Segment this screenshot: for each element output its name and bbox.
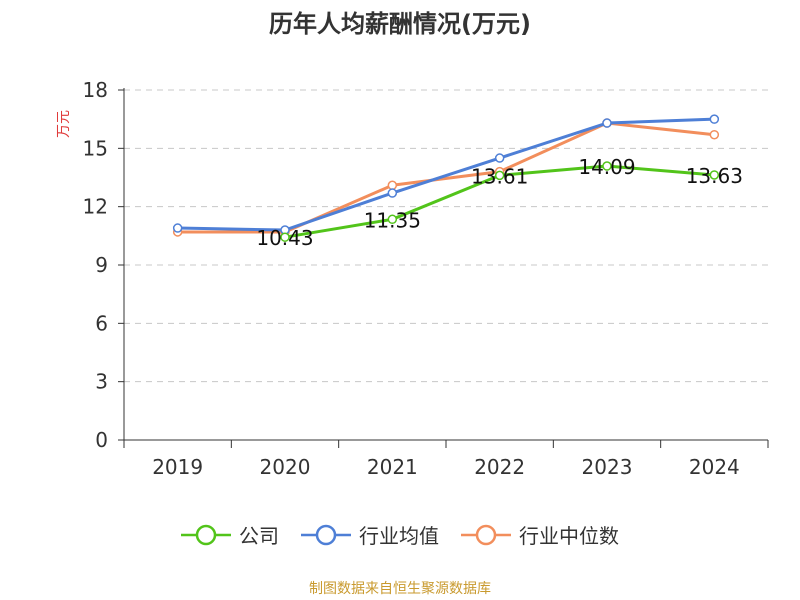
legend: 公司 行业均值 行业中位数 (0, 520, 800, 549)
y-tick-label: 6 (95, 311, 108, 335)
chart-title: 历年人均薪酬情况(万元) (269, 10, 531, 38)
data-point (709, 129, 720, 140)
data-point (387, 214, 398, 225)
x-tick-label: 2023 (582, 455, 633, 479)
data-point (602, 118, 612, 128)
legend-label: 行业中位数 (519, 524, 619, 548)
y-tick-label: 0 (95, 428, 108, 452)
x-tick-label: 2019 (152, 455, 203, 479)
series-line (177, 121, 715, 234)
data-labels: 10.43 11.35 13.61 14.09 13.63 (256, 155, 743, 250)
legend-line-circle-icon (301, 524, 351, 545)
axes: 0 3 6 9 12 15 18 2019 2020 2021 2022 2023 2024 (83, 78, 769, 479)
x-tick-label: 2021 (367, 455, 418, 479)
x-tick-label: 2022 (474, 455, 525, 479)
y-tick-label: 12 (83, 195, 108, 219)
data-point (387, 180, 398, 191)
y-tick-label: 9 (95, 253, 108, 277)
data-point (602, 161, 612, 171)
data-point (494, 153, 505, 163)
data-point (709, 114, 720, 124)
data-label: 13.61 (471, 164, 528, 188)
data-point (494, 170, 505, 181)
x-tick-label: 2024 (689, 455, 740, 479)
data-point (280, 232, 290, 242)
x-tick-label: 2020 (260, 455, 311, 479)
y-axis-label: 万元 (56, 110, 72, 138)
legend-item[interactable]: 行业均值 (301, 520, 439, 549)
data-label: 13.63 (686, 164, 743, 188)
y-tick-label: 3 (95, 370, 108, 394)
legend-line-circle-icon (461, 524, 511, 545)
y-tick-label: 15 (83, 136, 108, 160)
data-point (387, 188, 398, 198)
legend-line-circle-icon (181, 524, 231, 545)
series-line (177, 117, 715, 232)
data-point (172, 223, 183, 233)
data-label: 10.43 (256, 226, 313, 250)
series-lines (172, 114, 720, 242)
y-tick-label: 18 (83, 78, 108, 102)
grid-lines (124, 89, 768, 383)
legend-item[interactable]: 公司 (181, 520, 279, 549)
line-chart: 0 3 6 9 12 15 18 2019 2020 2021 2022 2023 2024 10.43… (56, 78, 769, 479)
data-label: 14.09 (578, 155, 635, 179)
legend-label: 行业均值 (359, 524, 439, 548)
data-label: 11.35 (364, 208, 421, 232)
legend-label: 公司 (239, 524, 279, 548)
source-note: 制图数据来自恒生聚源数据库 (309, 581, 491, 597)
data-point (709, 170, 720, 180)
legend-item[interactable]: 行业中位数 (461, 520, 619, 549)
